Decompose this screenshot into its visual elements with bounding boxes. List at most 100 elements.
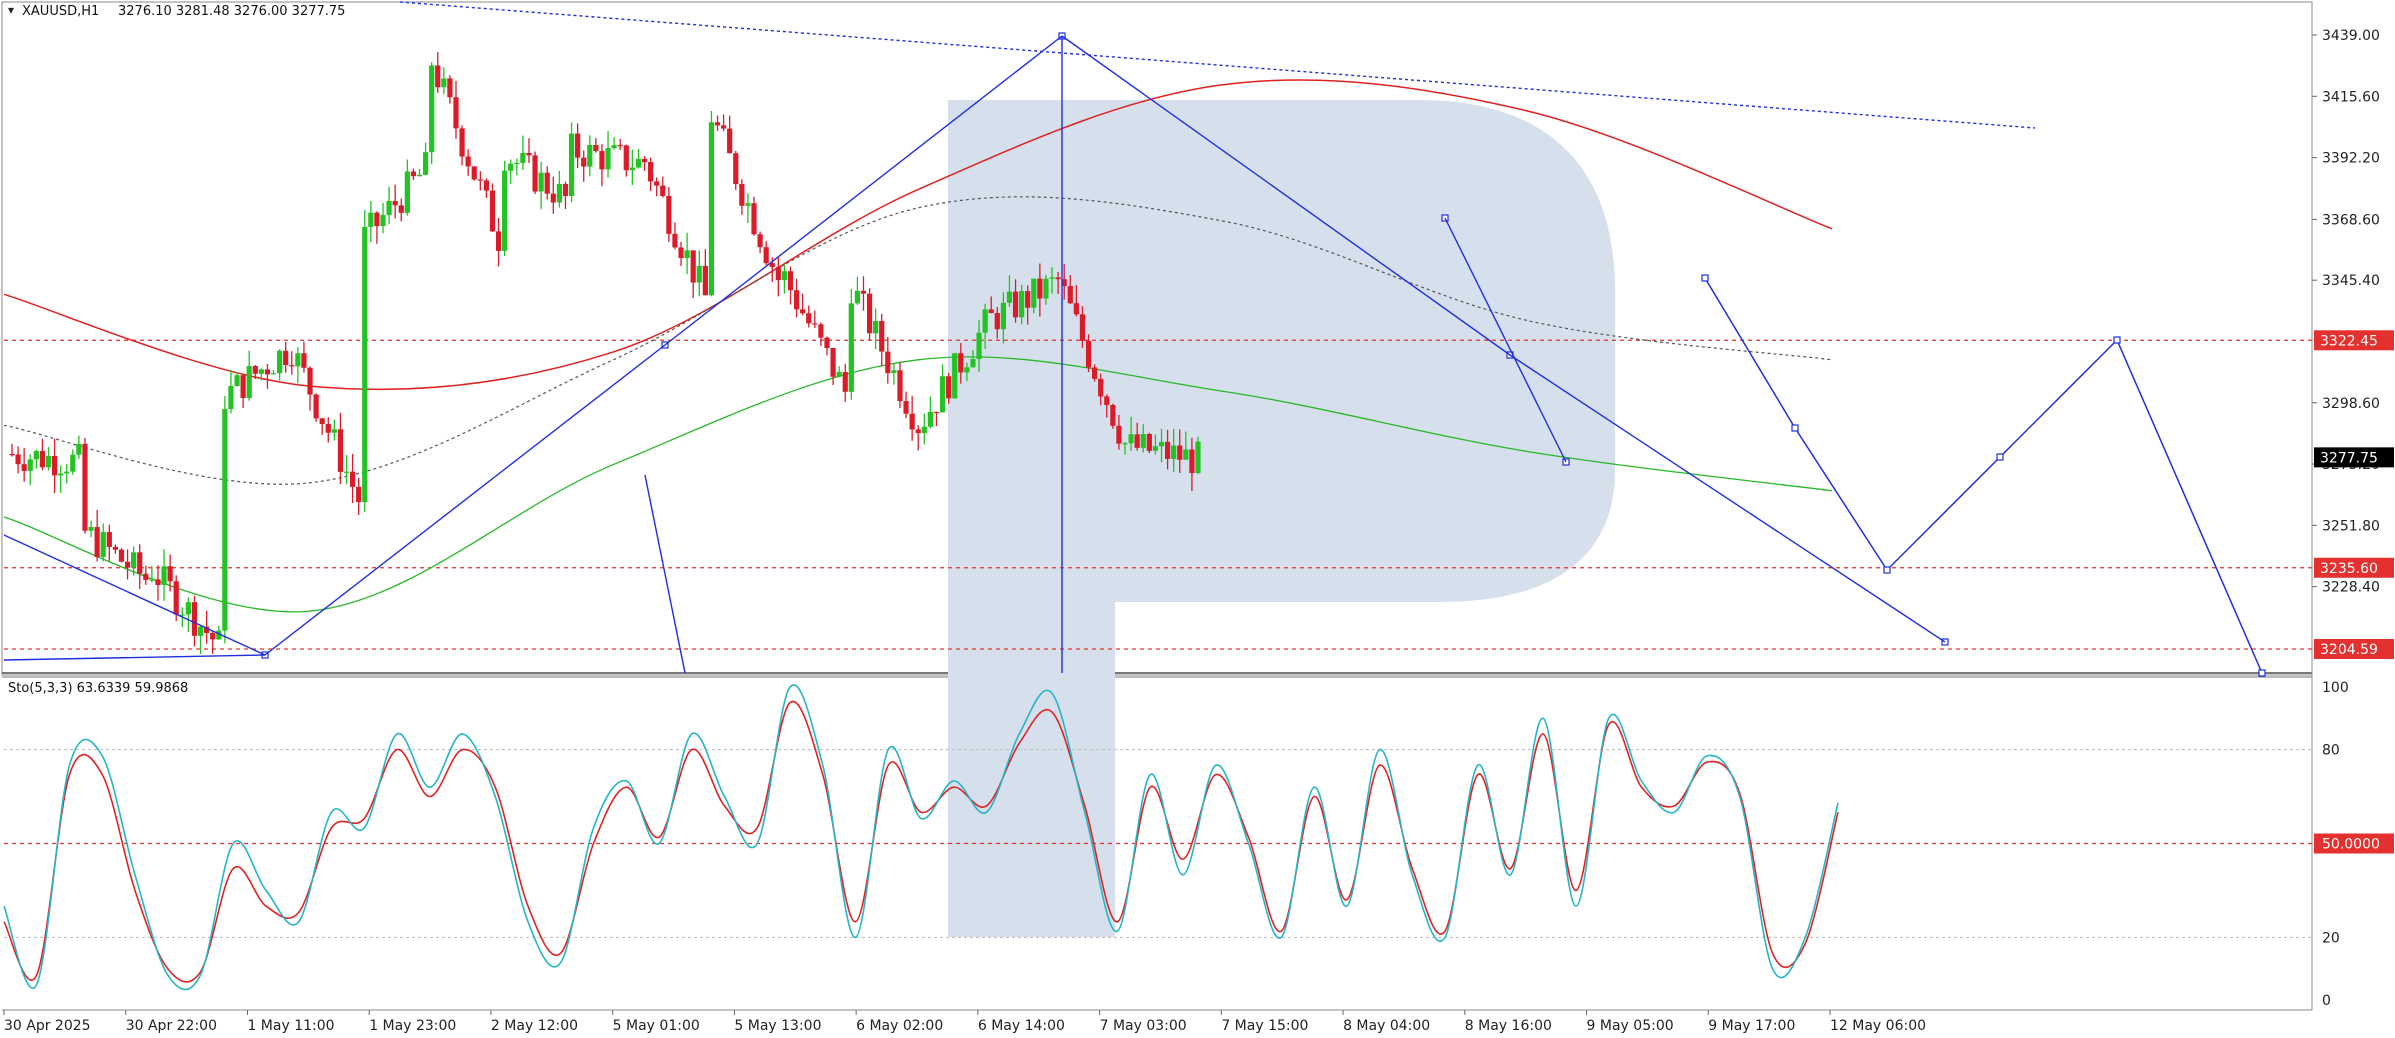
- bull-candle: [1019, 291, 1024, 317]
- bear-candle: [52, 456, 57, 475]
- bull-candle: [417, 175, 422, 176]
- bear-candle: [1056, 277, 1061, 279]
- bear-candle: [581, 158, 586, 167]
- bear-candle: [794, 290, 799, 309]
- bull-candle: [131, 552, 136, 567]
- bull-candle: [441, 78, 446, 87]
- bear-candle: [356, 487, 361, 502]
- price-tick-label: 3368.60: [2322, 212, 2380, 228]
- bear-candle: [174, 581, 179, 614]
- bear-candle: [113, 547, 118, 550]
- current-price-label: 3277.75: [2320, 450, 2378, 466]
- chart-menu-icon[interactable]: ▾: [8, 3, 14, 17]
- bull-candle: [636, 159, 641, 168]
- bull-candle: [368, 213, 373, 227]
- bear-candle: [253, 366, 258, 374]
- bear-candle: [283, 351, 288, 365]
- bull-candle: [28, 459, 33, 470]
- bull-candle: [234, 375, 239, 386]
- bear-candle: [1013, 292, 1018, 318]
- time-tick-label: 7 May 03:00: [1100, 1018, 1187, 1034]
- price-tick-label: 3392.20: [2322, 151, 2380, 167]
- bear-candle: [496, 231, 501, 251]
- bear-candle: [241, 375, 246, 398]
- bull-candle: [1153, 446, 1158, 451]
- bear-candle: [1037, 279, 1042, 299]
- bear-candle: [1092, 367, 1097, 378]
- bear-candle: [843, 372, 848, 392]
- forecast-node: [1997, 454, 2003, 460]
- time-tick-label: 6 May 02:00: [856, 1018, 943, 1034]
- bear-candle: [800, 309, 805, 313]
- bear-candle: [40, 451, 45, 467]
- bear-candle: [1165, 442, 1170, 459]
- bull-candle: [837, 372, 842, 377]
- bear-candle: [715, 122, 720, 125]
- bear-candle: [22, 464, 27, 471]
- bull-candle: [922, 427, 927, 433]
- bear-candle: [1110, 405, 1115, 426]
- forecast-line: [1705, 278, 2262, 673]
- bear-candle: [143, 574, 148, 580]
- bull-candle: [1141, 434, 1146, 448]
- bull-candle: [782, 271, 787, 280]
- bull-candle: [569, 134, 574, 196]
- bear-candle: [1104, 396, 1109, 405]
- bull-candle: [58, 473, 63, 475]
- bear-candle: [472, 166, 477, 179]
- bull-candle: [952, 353, 957, 398]
- bear-candle: [1147, 434, 1152, 451]
- bull-candle: [247, 366, 252, 398]
- bear-candle: [107, 532, 112, 547]
- bull-candle: [1122, 443, 1127, 444]
- forecast-node: [2114, 337, 2120, 343]
- bull-candle: [295, 353, 300, 366]
- bull-candle: [429, 65, 434, 152]
- stoch-level-label: 100: [2322, 680, 2349, 696]
- bear-candle: [575, 134, 580, 158]
- bull-candle: [605, 148, 610, 169]
- trend-line: [265, 36, 1062, 655]
- bull-candle: [1171, 446, 1176, 459]
- bull-candle: [46, 456, 51, 467]
- bear-candle: [818, 324, 823, 337]
- bull-candle: [332, 429, 337, 432]
- bull-candle: [380, 215, 385, 226]
- price-tick-label: 3415.60: [2322, 89, 2380, 105]
- bull-candle: [1031, 279, 1036, 308]
- bear-candle: [757, 234, 762, 247]
- bear-candle: [484, 180, 489, 190]
- bear-candle: [648, 162, 653, 181]
- bull-candle: [502, 171, 507, 251]
- bear-candle: [1098, 379, 1103, 397]
- bear-candle: [82, 444, 87, 531]
- bear-candle: [490, 191, 495, 232]
- bear-candle: [806, 313, 811, 323]
- bull-candle: [70, 455, 75, 472]
- bull-candle: [1159, 442, 1164, 446]
- price-tick-label: 3298.60: [2322, 396, 2380, 412]
- bull-candle: [34, 451, 39, 459]
- level-label: 3204.59: [2320, 642, 2378, 658]
- bull-candle: [849, 303, 854, 391]
- bull-candle: [405, 172, 410, 213]
- bear-candle: [411, 172, 416, 177]
- bull-candle: [709, 122, 714, 295]
- bear-candle: [934, 412, 939, 413]
- bull-candle: [557, 184, 562, 203]
- bear-candle: [301, 353, 306, 368]
- bull-candle: [277, 351, 282, 373]
- bear-candle: [903, 401, 908, 414]
- bull-candle: [1183, 450, 1188, 460]
- bull-candle: [76, 444, 81, 455]
- bear-candle: [703, 266, 708, 295]
- time-tick-label: 1 May 11:00: [247, 1018, 334, 1034]
- bear-candle: [946, 376, 951, 398]
- bear-candle: [15, 454, 20, 464]
- bull-candle: [423, 152, 428, 175]
- bear-candle: [788, 271, 793, 290]
- level-label: 3235.60: [2320, 561, 2378, 577]
- bear-candle: [824, 338, 829, 348]
- price-tick-label: 3251.80: [2322, 518, 2380, 534]
